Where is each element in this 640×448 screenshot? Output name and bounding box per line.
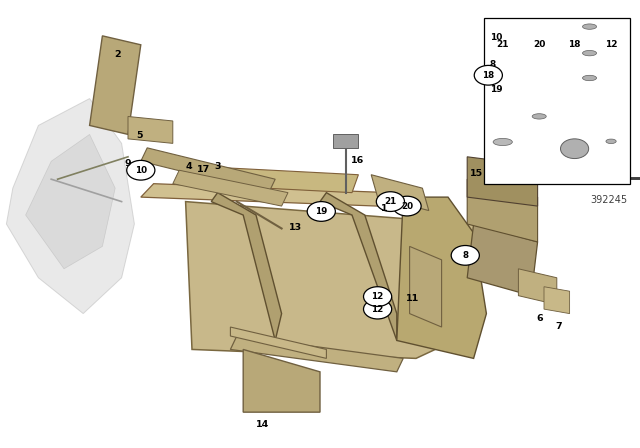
Polygon shape [243, 349, 320, 412]
Text: 6: 6 [536, 314, 543, 323]
Text: 2: 2 [114, 50, 120, 59]
Ellipse shape [493, 138, 513, 146]
Text: 3: 3 [214, 162, 221, 171]
Circle shape [474, 65, 502, 85]
Text: 18: 18 [483, 71, 494, 80]
Text: 14: 14 [256, 420, 269, 429]
Ellipse shape [532, 114, 547, 119]
Text: 10: 10 [135, 166, 147, 175]
FancyBboxPatch shape [484, 18, 630, 184]
Circle shape [364, 287, 392, 306]
Polygon shape [410, 246, 442, 327]
Text: 12: 12 [371, 305, 384, 314]
Polygon shape [333, 134, 358, 148]
Text: 17: 17 [197, 165, 210, 174]
Polygon shape [397, 197, 486, 358]
Ellipse shape [582, 75, 596, 81]
Polygon shape [230, 336, 403, 372]
Text: 12: 12 [371, 292, 384, 301]
Polygon shape [320, 193, 397, 340]
Circle shape [561, 139, 589, 159]
Text: 13: 13 [289, 223, 302, 232]
Polygon shape [620, 159, 623, 179]
Text: 7: 7 [556, 322, 562, 331]
Text: 10: 10 [490, 33, 502, 42]
Polygon shape [186, 202, 480, 358]
Text: 16: 16 [351, 156, 364, 165]
Polygon shape [518, 269, 557, 305]
Text: 5: 5 [136, 131, 143, 140]
Text: 4: 4 [186, 162, 192, 171]
Circle shape [376, 192, 404, 211]
Polygon shape [141, 184, 390, 206]
Polygon shape [141, 148, 275, 193]
Polygon shape [467, 224, 538, 296]
Polygon shape [128, 116, 173, 143]
Text: 11: 11 [406, 294, 419, 303]
Text: 12: 12 [605, 40, 618, 49]
Polygon shape [211, 193, 282, 340]
Text: 20: 20 [533, 40, 545, 49]
Text: 18: 18 [568, 40, 581, 49]
Text: 8: 8 [462, 251, 468, 260]
Polygon shape [230, 327, 326, 358]
Ellipse shape [582, 51, 596, 56]
Text: 19: 19 [315, 207, 328, 216]
Text: 392245: 392245 [590, 195, 627, 205]
Text: 19: 19 [490, 85, 502, 94]
Text: 8: 8 [490, 60, 496, 69]
Polygon shape [371, 175, 429, 211]
Circle shape [393, 196, 421, 216]
Polygon shape [620, 177, 640, 179]
Polygon shape [90, 36, 141, 134]
Polygon shape [544, 287, 570, 314]
Circle shape [364, 299, 392, 319]
Ellipse shape [582, 24, 596, 29]
Polygon shape [179, 166, 358, 193]
Polygon shape [26, 134, 115, 269]
Text: 21: 21 [384, 197, 397, 206]
Polygon shape [467, 179, 538, 242]
Text: 20: 20 [401, 202, 413, 211]
Text: 15: 15 [470, 169, 483, 178]
Text: 1: 1 [381, 204, 387, 213]
Polygon shape [173, 170, 288, 206]
Ellipse shape [606, 139, 616, 143]
Circle shape [127, 160, 155, 180]
Text: 21: 21 [497, 40, 509, 49]
Text: 9: 9 [125, 159, 131, 168]
Circle shape [307, 202, 335, 221]
Polygon shape [6, 99, 134, 314]
Circle shape [451, 246, 479, 265]
Polygon shape [467, 157, 538, 206]
